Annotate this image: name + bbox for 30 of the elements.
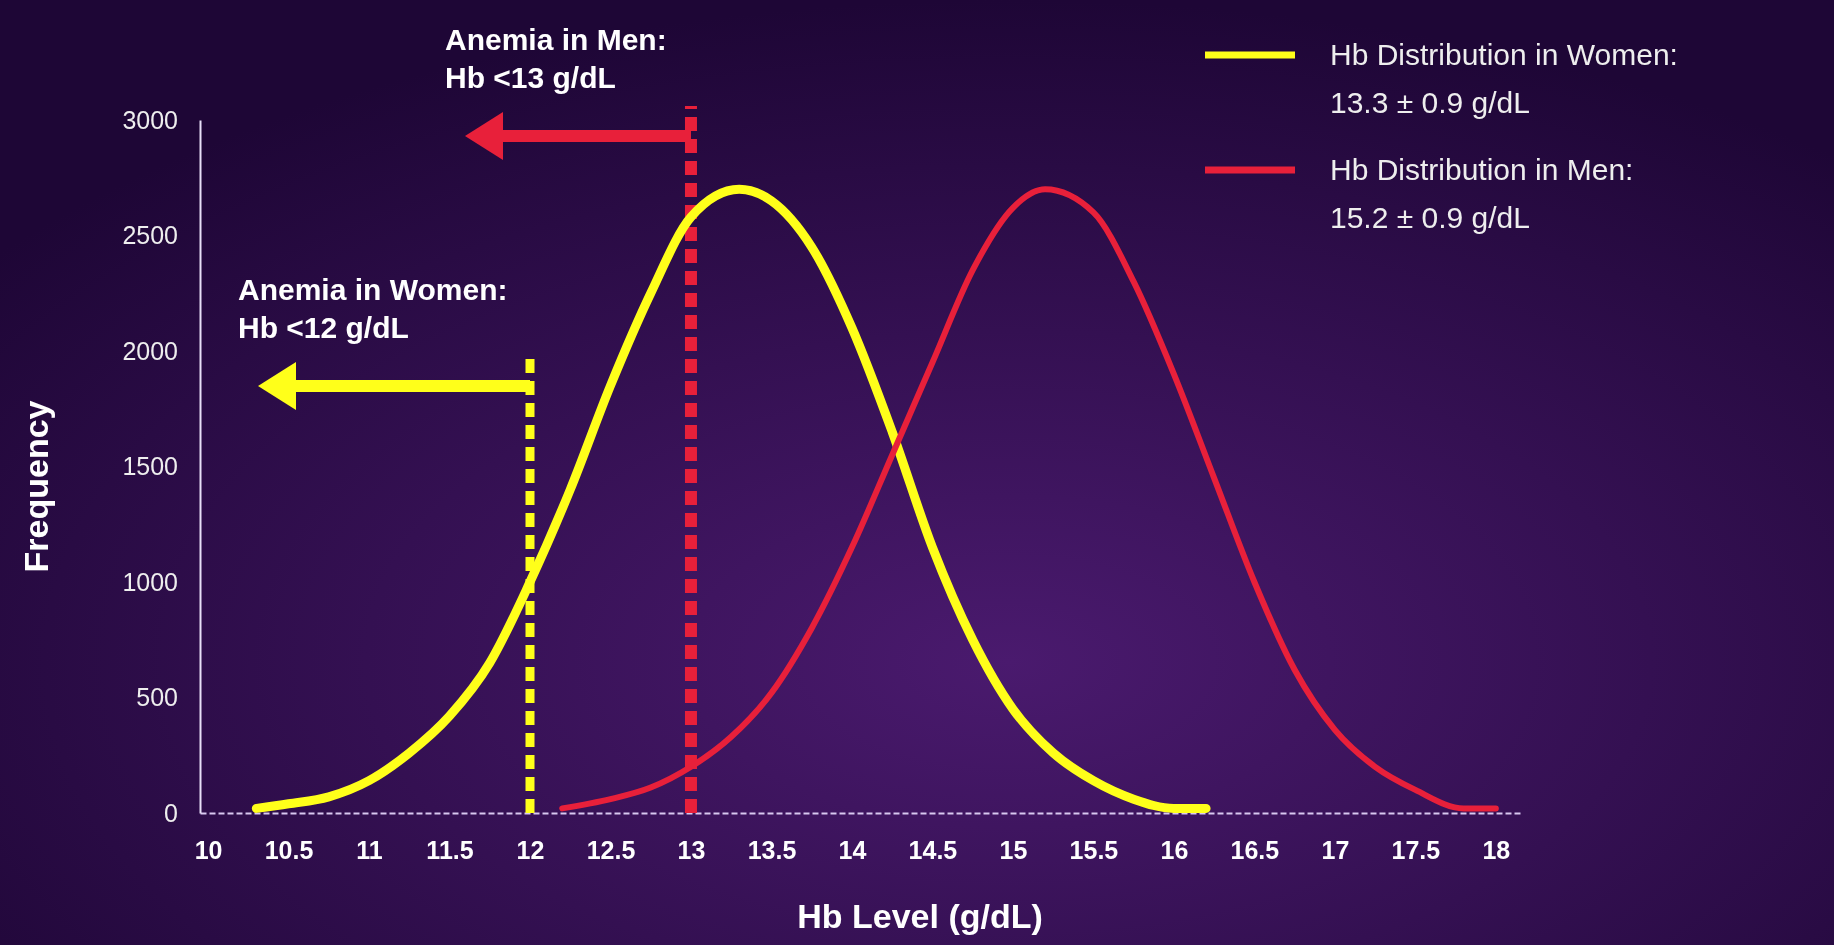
x-axis-title: Hb Level (g/dL) (797, 897, 1043, 935)
y-tick-label: 2000 (122, 336, 178, 365)
y-tick-label: 3000 (122, 105, 178, 134)
y-tick-label: 0 (164, 798, 178, 827)
y-axis-title: Frequency (17, 400, 55, 573)
x-tick-label: 10 (194, 835, 223, 864)
x-tick-label: 13.5 (747, 835, 797, 864)
x-tick-label: 18 (1482, 835, 1511, 864)
x-tick-label: 11 (356, 835, 383, 864)
x-tick-label: 14.5 (908, 835, 958, 864)
legend-label: Hb Distribution in Men: 15.2 ± 0.9 g/dL (1330, 153, 1634, 234)
x-tick-label: 13 (677, 835, 706, 864)
x-tick-label: 16 (1160, 835, 1189, 864)
y-tick-label: 2500 (122, 221, 178, 249)
ref-line-label: Anemia in Men: Hb <13 g/dL (444, 23, 667, 94)
y-tick-label: 1500 (122, 452, 178, 480)
x-tick-label: 14 (838, 835, 867, 864)
x-tick-label: 17.5 (1391, 835, 1441, 864)
x-tick-label: 10.5 (264, 835, 314, 864)
y-tick-label: 500 (136, 683, 178, 711)
y-tick-label: 1000 (122, 567, 178, 596)
x-tick-label: 17 (1321, 835, 1350, 864)
ref-line-label: Anemia in Women: Hb <12 g/dL (238, 273, 508, 344)
x-tick-label: 16.5 (1230, 835, 1280, 864)
legend-label: Hb Distribution in Women: 13.3 ± 0.9 g/dL (1330, 38, 1678, 119)
x-tick-label: 12.5 (586, 835, 636, 864)
x-tick-label: 11.5 (426, 835, 474, 864)
x-tick-label: 15 (999, 835, 1028, 864)
x-tick-label: 15.5 (1069, 835, 1119, 864)
x-tick-label: 12 (516, 835, 545, 864)
